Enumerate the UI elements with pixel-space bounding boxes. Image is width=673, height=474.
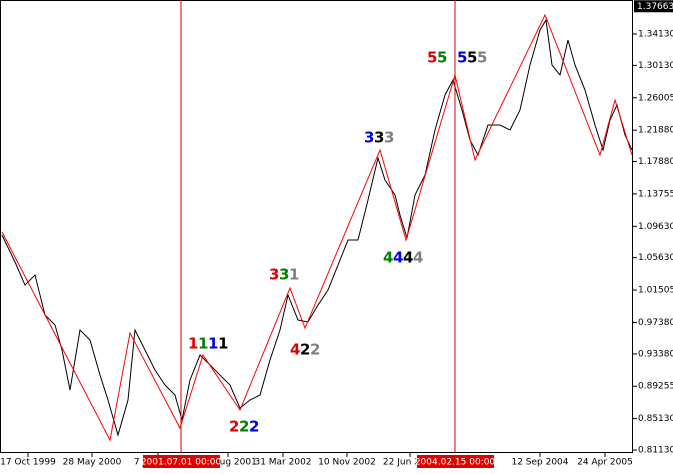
y-tick-label: 0.89255	[638, 382, 673, 392]
wave-label: 4	[290, 341, 300, 359]
wave-label: 2	[310, 341, 320, 359]
zigzag-line	[1, 13, 633, 442]
x-tick-label: 31 Mar 2002	[254, 458, 311, 468]
wave-label: 2	[229, 418, 239, 436]
wave-label: 1	[188, 335, 198, 353]
y-tick-label: 1.05630	[638, 253, 673, 263]
wave-label: 3	[279, 266, 289, 284]
wave-label: 3	[364, 129, 374, 147]
vline-label-box	[143, 455, 220, 468]
wave-label: 5	[467, 49, 477, 67]
wave-label: 5	[457, 49, 467, 67]
wave-label: 4	[383, 249, 393, 267]
wave-label: 5	[437, 49, 447, 67]
wave-label: 3	[269, 266, 279, 284]
wave-label: 4	[393, 249, 403, 267]
y-tick-label: 0.93380	[638, 349, 673, 359]
wave-label: 3	[384, 129, 394, 147]
wave-label: 5	[427, 49, 437, 67]
y-tick-label: 1.09630	[638, 222, 673, 232]
x-tick-label: 28 May 2000	[63, 458, 122, 468]
wave-label: 2	[249, 418, 259, 436]
x-tick-label: 17 Oct 1999	[0, 458, 56, 468]
x-tick-label: 12 Sep 2004	[511, 458, 568, 468]
x-tick-label: 10 Nov 2002	[318, 458, 376, 468]
vline-label: 2001.07.01 00:00	[141, 458, 222, 468]
wave-label: 3	[374, 129, 384, 147]
y-tick-label: 0.85130	[638, 414, 673, 424]
y-tick-label: 1.01505	[638, 286, 673, 296]
y-tick-label: 1.30130	[638, 61, 673, 71]
wave-label: 1	[208, 335, 218, 353]
y-tick-label: 1.21880	[638, 126, 673, 136]
wave-label: 2	[300, 341, 310, 359]
wave-label: 2	[239, 418, 249, 436]
y-tick-label: 1.13755	[638, 189, 673, 199]
y-tick-label: 1.34130	[638, 29, 673, 39]
last-price-label: 1.37663	[637, 2, 673, 12]
wave-label: 1	[198, 335, 208, 353]
wave-label: 1	[289, 266, 299, 284]
y-tick-label: 1.17880	[638, 157, 673, 167]
y-tick-label: 0.81130	[638, 446, 673, 456]
x-tick-label: 22 Jun 2003	[383, 458, 437, 468]
y-tick-label: 1.26005	[638, 93, 673, 103]
x-tick-label: 19 Aug 2001	[199, 458, 257, 468]
x-tick-label: 24 Apr 2005	[577, 458, 633, 468]
vline-label-box	[417, 455, 494, 468]
plot-frame	[0, 0, 633, 453]
wave-label: 1	[218, 335, 228, 353]
wave-label: 4	[413, 249, 423, 267]
wave-label: 5	[477, 49, 487, 67]
vline-label: 2004.02.15 00:00	[415, 458, 496, 468]
last-price-box	[634, 0, 673, 13]
y-tick-label: 0.97380	[638, 318, 673, 328]
price-line	[1, 18, 633, 437]
wave-label: 4	[403, 249, 413, 267]
